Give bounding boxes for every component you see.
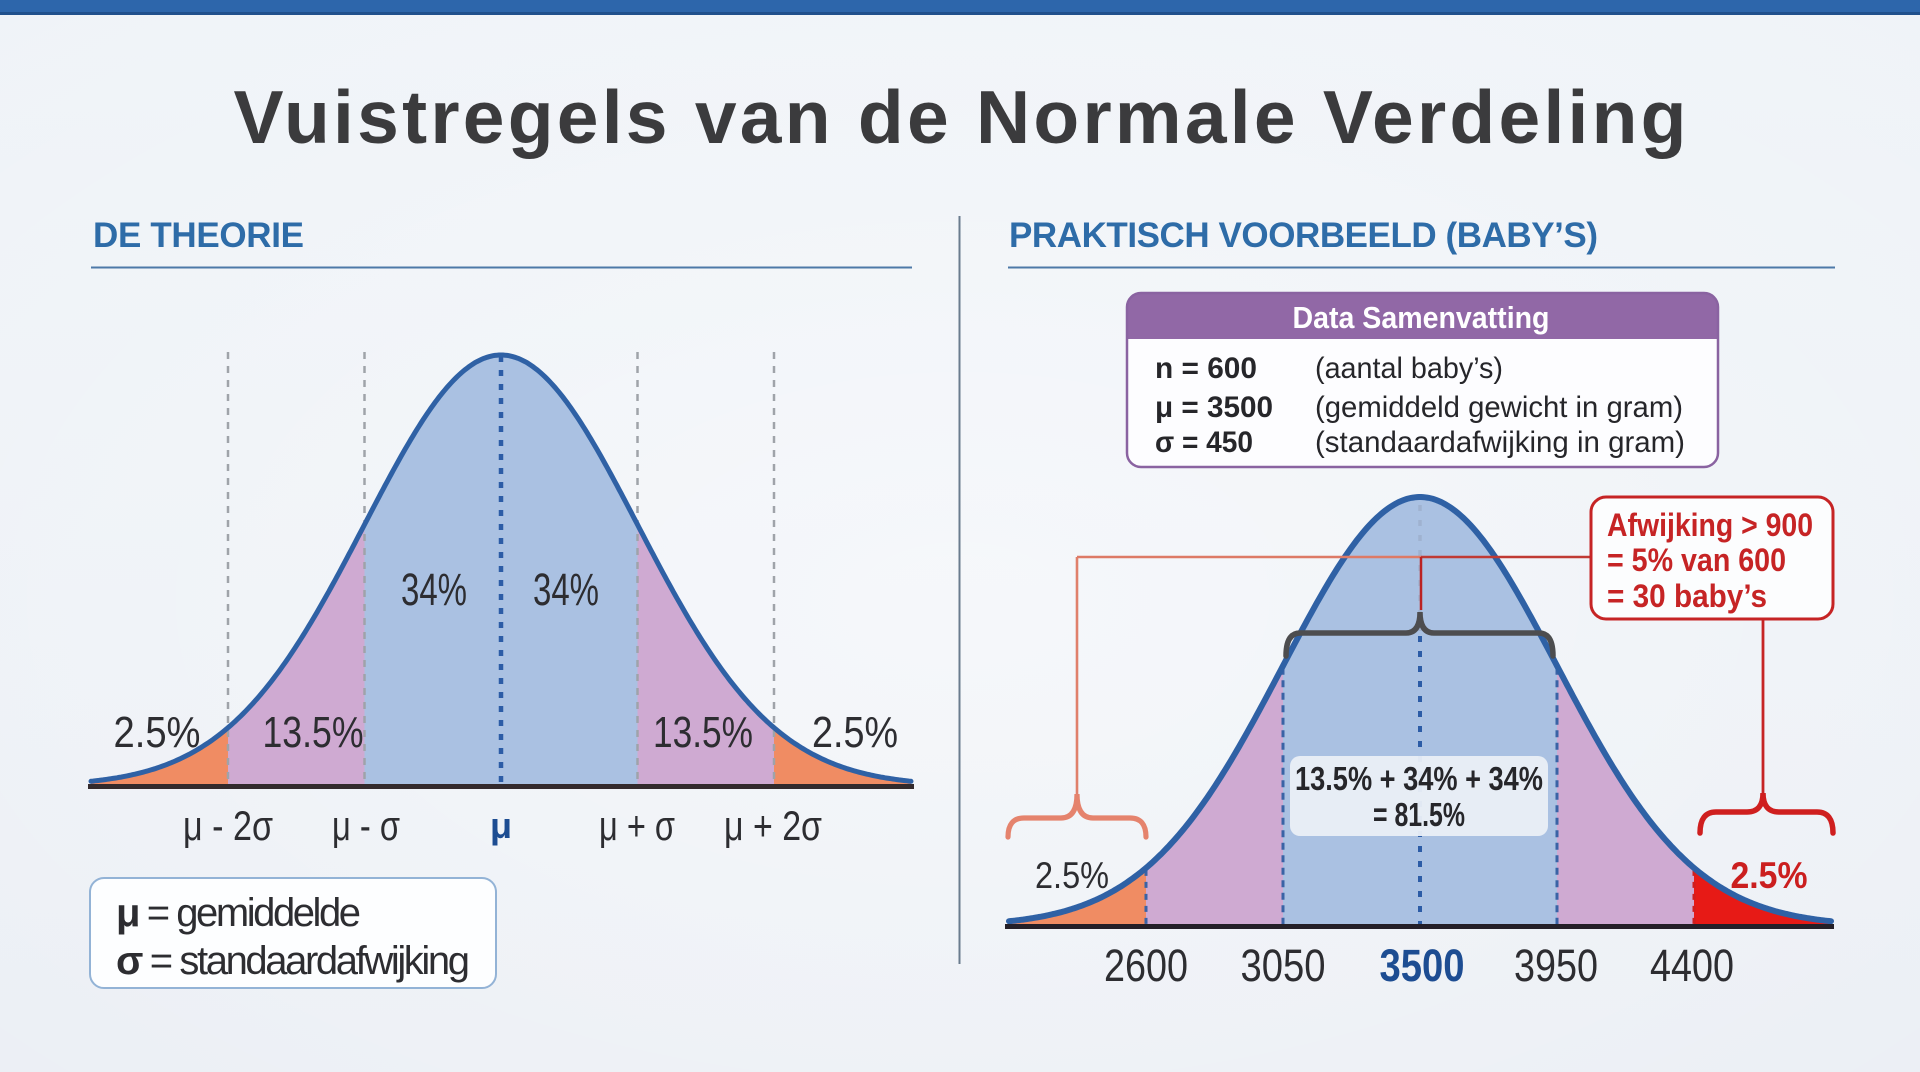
- svg-text:3500: 3500: [1380, 940, 1465, 991]
- svg-text:(gemiddeld gewicht in gram): (gemiddeld gewicht in gram): [1315, 391, 1683, 424]
- svg-text:2.5%: 2.5%: [114, 708, 201, 757]
- svg-text:μ - 2σ: μ - 2σ: [183, 802, 273, 849]
- svg-text:13.5% + 34% + 34%: 13.5% + 34% + 34%: [1295, 760, 1543, 797]
- svg-text:μ = gemiddelde: μ = gemiddelde: [116, 891, 361, 935]
- svg-text:μ = 3500: μ = 3500: [1155, 391, 1273, 424]
- svg-text:n = 600: n = 600: [1155, 352, 1257, 385]
- svg-text:2.5%: 2.5%: [1035, 855, 1109, 896]
- svg-text:2600: 2600: [1104, 940, 1188, 991]
- svg-text:13.5%: 13.5%: [653, 708, 753, 757]
- svg-text:(aantal baby’s): (aantal baby’s): [1315, 352, 1503, 385]
- svg-text:μ - σ: μ - σ: [332, 802, 400, 849]
- svg-text:Afwijking > 900: Afwijking > 900: [1607, 507, 1813, 543]
- svg-text:DE THEORIE: DE THEORIE: [93, 216, 304, 255]
- svg-text:13.5%: 13.5%: [263, 708, 364, 757]
- svg-text:2.5%: 2.5%: [1731, 855, 1808, 896]
- svg-text:Vuistregels van de Normale Ver: Vuistregels van de Normale Verdeling: [234, 75, 1687, 159]
- svg-text:3950: 3950: [1514, 940, 1598, 991]
- svg-text:μ: μ: [490, 805, 512, 846]
- svg-text:μ + 2σ: μ + 2σ: [724, 802, 822, 849]
- svg-text:= 5% van 600: = 5% van 600: [1607, 542, 1786, 578]
- svg-text:PRAKTISCH VOORBEELD (BABY’S): PRAKTISCH VOORBEELD (BABY’S): [1009, 216, 1598, 255]
- svg-text:σ = 450: σ = 450: [1155, 426, 1253, 459]
- svg-text:= 30 baby’s: = 30 baby’s: [1607, 578, 1767, 614]
- svg-text:= 81.5%: = 81.5%: [1373, 796, 1465, 833]
- svg-text:34%: 34%: [533, 564, 599, 615]
- svg-text:4400: 4400: [1650, 940, 1734, 991]
- svg-text:Data Samenvatting: Data Samenvatting: [1293, 300, 1550, 335]
- svg-text:3050: 3050: [1241, 940, 1326, 991]
- svg-text:(standaardafwijking in gram): (standaardafwijking in gram): [1315, 426, 1685, 459]
- svg-text:μ + σ: μ + σ: [599, 802, 675, 849]
- svg-text:2.5%: 2.5%: [812, 708, 898, 757]
- svg-text:34%: 34%: [401, 564, 467, 615]
- svg-text:σ = standaardafwijking: σ = standaardafwijking: [116, 939, 470, 983]
